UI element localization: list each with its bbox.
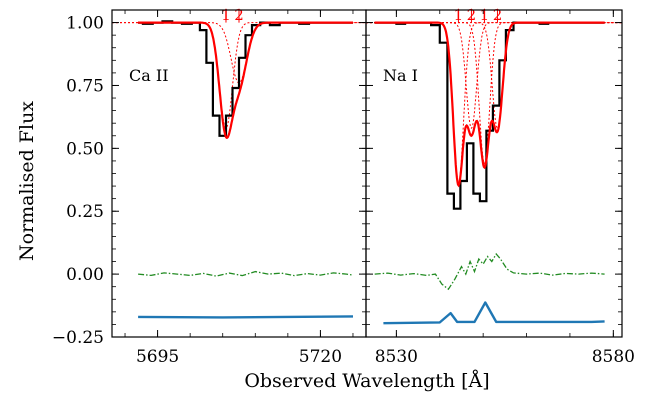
- panel-1: 1 2 Ca II 5695 5720: [111, 6, 367, 367]
- x-tick-label: 8580: [592, 347, 635, 367]
- plot-area: [366, 21, 622, 325]
- offset-line: [383, 301, 605, 325]
- residual-line: [374, 252, 605, 291]
- residual-line: [138, 270, 354, 277]
- model-fit-line: [374, 21, 605, 188]
- y-tick-label: 0.50: [66, 139, 104, 159]
- component-label-1: 1: [221, 6, 231, 24]
- panel-label: Ca II: [129, 66, 169, 85]
- component-label-2: 2: [467, 6, 477, 24]
- x-axis-title: Observed Wavelength [Å]: [244, 370, 489, 392]
- plot-area: [112, 20, 366, 319]
- observed-flux-steps: [138, 20, 353, 137]
- y-tick-label: 0.25: [66, 202, 104, 222]
- component-profile-3: [366, 22, 622, 165]
- component-label-4: 2: [493, 6, 503, 24]
- y-tick-label: 1.00: [66, 14, 104, 34]
- y-tick-label: 0.00: [66, 265, 104, 285]
- x-tick-label: 5695: [136, 347, 179, 367]
- component-label-3: 1: [480, 6, 490, 24]
- panel-frame: [365, 9, 623, 338]
- y-tick-label: 0.75: [66, 76, 104, 96]
- x-tick-label: 8530: [375, 347, 418, 367]
- component-label-2: 2: [234, 6, 244, 24]
- model-fit-line: [138, 21, 353, 139]
- panel-label: Na I: [383, 66, 418, 85]
- y-tick-label: −0.25: [52, 328, 104, 348]
- component-label-1: 1: [454, 6, 464, 24]
- y-axis-title: Normalised Flux: [16, 101, 38, 261]
- offset-line: [138, 315, 354, 319]
- x-tick-label: 5720: [299, 347, 342, 367]
